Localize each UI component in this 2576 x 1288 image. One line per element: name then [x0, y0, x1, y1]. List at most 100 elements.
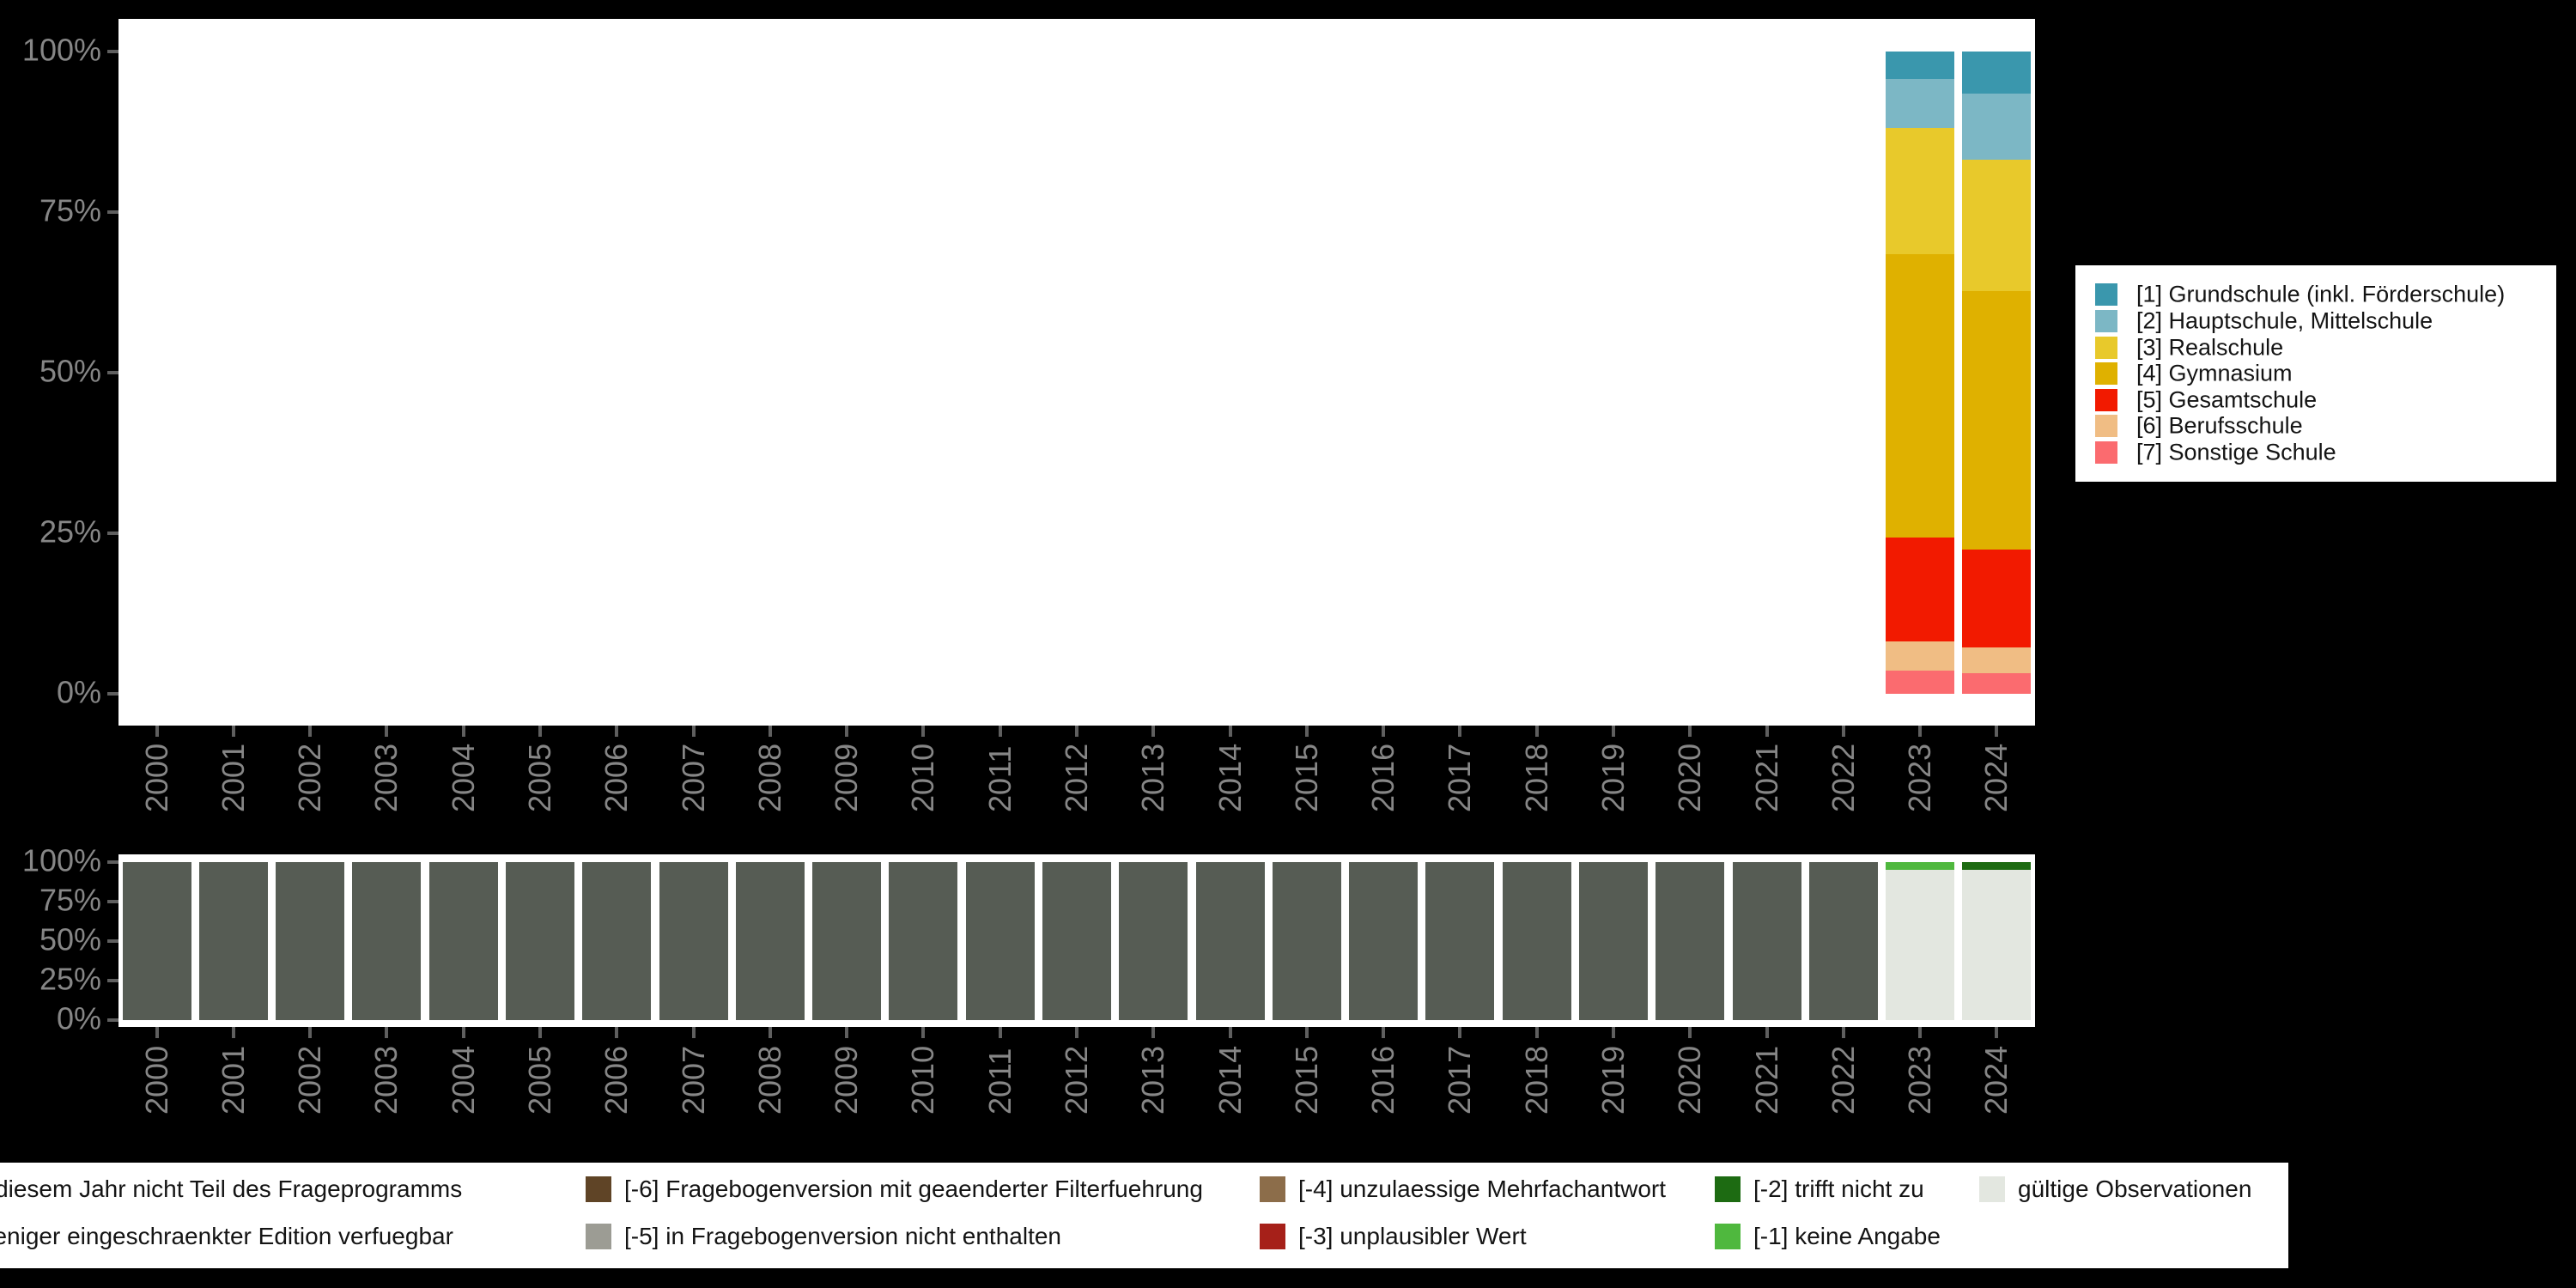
- top-chart-y-axis-tick: [107, 50, 118, 53]
- legend-label: [7] Sonstige Schule: [2136, 439, 2336, 465]
- bottom-chart-bar-segment: [812, 862, 882, 1020]
- top-chart-x-axis-tick: [538, 726, 543, 737]
- legend-label: [-6] Fragebogenversion mit geaenderter F…: [624, 1176, 1203, 1202]
- top-chart-x-axis-year-label: 2009: [829, 743, 865, 812]
- top-chart-x-axis-year-label: 2010: [905, 743, 941, 812]
- top-chart-x-axis-year-label: 2002: [292, 743, 328, 812]
- bottom-chart-x-axis-year-label: 2007: [675, 1045, 711, 1115]
- top-chart-y-axis-label: 25%: [39, 513, 101, 550]
- bottom-chart-x-axis-year-label: 2001: [215, 1045, 251, 1115]
- bottom-chart-x-axis-year-label: 2014: [1212, 1045, 1248, 1115]
- bottom-chart-bar-segment: [428, 862, 498, 1020]
- bottom-chart-x-axis-year-label: 2017: [1442, 1045, 1478, 1115]
- top-chart-x-axis-year-label: 2015: [1288, 743, 1324, 812]
- bottom-chart-bar-segment: [1656, 862, 1725, 1020]
- bottom-chart-bar-segment: [735, 862, 805, 1020]
- bottom-chart-bar-segment: [1578, 862, 1648, 1020]
- top-chart-bar-segment: [1886, 254, 1955, 538]
- bottom-chart-x-axis-year-label: 2002: [292, 1045, 328, 1115]
- legend-swatch: [2095, 415, 2117, 438]
- bottom-chart-bar-segment: [1042, 862, 1111, 1020]
- top-chart-x-axis-year-label: 2003: [368, 743, 404, 812]
- top-chart-x-axis-year-label: 2011: [981, 745, 1018, 812]
- bottom-chart-bar-segment: [122, 862, 191, 1020]
- top-chart-x-axis-tick: [1304, 726, 1309, 737]
- bottom-chart-bar-segment: [1808, 862, 1878, 1020]
- bottom-chart-y-axis-label: 25%: [39, 961, 101, 997]
- bottom-chart-x-axis-year-label: 2023: [1902, 1045, 1938, 1115]
- legend-label: [-2] trifft nicht zu: [1753, 1176, 1924, 1202]
- bottom-chart-bar-segment: [1962, 862, 2032, 871]
- top-chart-y-axis-label: 75%: [39, 192, 101, 228]
- top-chart-bar-segment: [1962, 94, 2032, 161]
- legend-swatch: [2095, 440, 2117, 464]
- top-chart-bar-segment: [1962, 160, 2032, 291]
- top-chart-x-axis-tick: [231, 726, 235, 737]
- top-chart-x-axis-tick: [1458, 726, 1462, 737]
- legend-label: [1] Grundschule (inkl. Förderschule): [2136, 281, 2506, 307]
- top-chart-x-axis-tick: [1075, 726, 1078, 737]
- bottom-chart-bar-segment: [659, 862, 728, 1020]
- bottom-chart-x-axis-tick: [1304, 1027, 1309, 1038]
- top-chart-x-axis-tick: [845, 726, 849, 737]
- top-chart-y-axis-label: 0%: [56, 674, 101, 710]
- top-chart-y-axis-tick: [107, 210, 118, 214]
- top-chart-bar-segment: [1962, 647, 2032, 674]
- bottom-chart-x-axis-tick: [845, 1027, 849, 1038]
- bottom-chart-y-axis-label: 50%: [39, 921, 101, 957]
- bottom-chart-x-axis-tick: [1841, 1027, 1845, 1038]
- top-chart-x-axis-tick: [1151, 726, 1156, 737]
- legend-swatch: [2095, 388, 2117, 411]
- top-chart-x-axis-tick: [1995, 726, 1999, 737]
- top-chart-x-axis-year-label: 2017: [1442, 743, 1478, 812]
- bottom-chart-y-axis-tick: [107, 979, 118, 982]
- top-chart-x-axis-tick: [1228, 726, 1232, 737]
- top-chart-y-axis-tick: [107, 532, 118, 535]
- bottom-chart-x-axis-year-label: 2000: [138, 1045, 174, 1115]
- bottom-chart-x-axis-year-label: 2012: [1059, 1045, 1094, 1115]
- bottom-chart-bar-segment: [1425, 862, 1495, 1020]
- bottom-chart-x-axis-tick: [1995, 1027, 1999, 1038]
- top-chart-x-axis-year-label: 2019: [1595, 743, 1631, 812]
- top-chart-x-axis-tick: [1841, 726, 1845, 737]
- bottom-chart-x-axis-year-label: 2003: [368, 1045, 404, 1115]
- bottom-chart-y-axis-tick: [107, 939, 118, 943]
- bottom-chart-bar-segment: [582, 862, 652, 1020]
- top-chart-x-axis-tick: [155, 726, 159, 737]
- top-chart-bar-segment: [1962, 550, 2032, 648]
- top-chart-y-axis-tick: [107, 692, 118, 696]
- bottom-chart-bar-segment: [1886, 870, 1955, 1020]
- legend-label: [4] Gymnasium: [2136, 360, 2293, 386]
- bottom-chart-bar-segment: [506, 862, 575, 1020]
- top-chart-x-axis-year-label: 2008: [751, 743, 787, 812]
- bottom-chart-y-axis-tick: [107, 900, 118, 903]
- bottom-chart-x-axis-tick: [308, 1027, 313, 1038]
- bottom-chart-plot-area: [118, 854, 2035, 1027]
- bottom-chart-x-axis-year-label: 2016: [1365, 1045, 1401, 1115]
- top-chart-x-axis-year-label: 2020: [1672, 743, 1708, 812]
- bottom-chart-x-axis-year-label: 2024: [1978, 1045, 2014, 1115]
- top-chart-x-axis-year-label: 2024: [1978, 743, 2014, 812]
- bottom-chart-x-axis-year-label: 2004: [445, 1045, 481, 1115]
- legend-label: [3] Realschule: [2136, 334, 2284, 360]
- legend-swatch: [1715, 1176, 1741, 1202]
- legend-swatch: [2095, 283, 2117, 307]
- bottom-chart-x-axis-tick: [538, 1027, 543, 1038]
- top-chart-x-axis-tick: [768, 726, 772, 737]
- top-chart-x-axis-tick: [1765, 726, 1769, 737]
- bottom-chart-bar-segment: [352, 862, 422, 1020]
- bottom-chart-y-axis-tick: [107, 1018, 118, 1022]
- legend-label: gültige Observationen: [2018, 1176, 2252, 1202]
- bottom-chart-x-axis-tick: [385, 1027, 389, 1038]
- top-chart-bar-segment: [1886, 538, 1955, 641]
- top-chart-x-axis-tick: [1611, 726, 1615, 737]
- top-chart-bar-segment: [1962, 52, 2032, 94]
- top-chart-x-axis-tick: [1688, 726, 1692, 737]
- bottom-chart-x-axis-tick: [1151, 1027, 1156, 1038]
- bottom-chart-x-axis-year-label: 2019: [1595, 1045, 1631, 1115]
- bottom-chart-bar-segment: [276, 862, 345, 1020]
- top-chart-x-axis-year-label: 2022: [1825, 743, 1861, 812]
- top-chart-x-axis-year-label: 2007: [675, 743, 711, 812]
- bottom-chart-bar-segment: [965, 862, 1035, 1020]
- top-chart-bar-segment: [1886, 52, 1955, 80]
